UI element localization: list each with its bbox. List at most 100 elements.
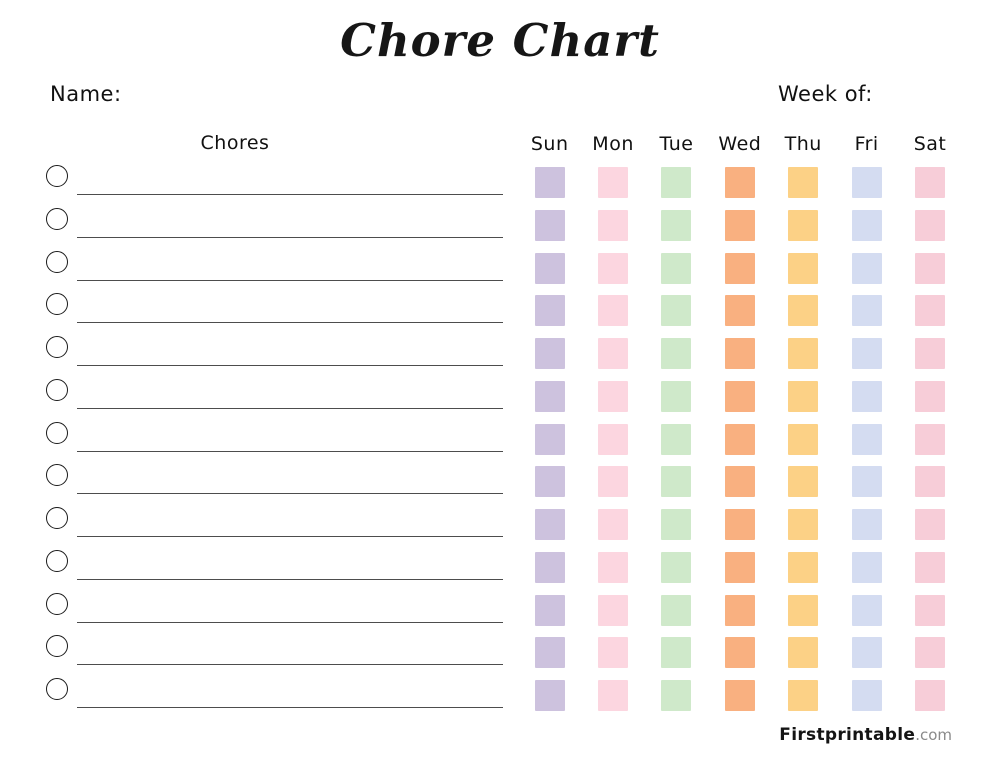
chore-checkbox-circle[interactable] [46, 421, 68, 444]
check-square-sat[interactable] [915, 637, 946, 669]
chore-checkbox-circle[interactable] [46, 592, 68, 615]
check-square-fri[interactable] [851, 423, 882, 455]
check-square-tue[interactable] [661, 594, 692, 626]
chore-checkbox-circle[interactable] [46, 635, 68, 658]
check-square-wed[interactable] [724, 380, 755, 412]
check-square-tue[interactable] [661, 466, 692, 498]
check-square-fri[interactable] [851, 509, 882, 540]
check-square-sat[interactable] [915, 295, 946, 327]
check-square-sat[interactable] [915, 252, 946, 284]
check-square-wed[interactable] [724, 423, 755, 455]
check-square-tue[interactable] [661, 680, 692, 711]
check-square-thu[interactable] [788, 509, 819, 540]
chore-write-in-line[interactable] [77, 279, 503, 281]
check-square-wed[interactable] [724, 594, 755, 626]
check-square-mon[interactable] [598, 466, 629, 498]
check-square-tue[interactable] [661, 380, 692, 412]
chore-write-in-line[interactable] [77, 407, 503, 409]
check-square-fri[interactable] [851, 167, 882, 198]
check-square-thu[interactable] [788, 295, 819, 327]
check-square-fri[interactable] [851, 252, 882, 284]
chore-checkbox-circle[interactable] [46, 378, 68, 401]
check-square-sun[interactable] [534, 509, 565, 540]
check-square-sun[interactable] [534, 637, 565, 669]
check-square-sun[interactable] [534, 295, 565, 327]
check-square-mon[interactable] [598, 252, 629, 284]
chore-write-in-line[interactable] [77, 536, 503, 537]
check-square-tue[interactable] [661, 295, 692, 327]
check-square-mon[interactable] [598, 167, 629, 198]
check-square-sat[interactable] [915, 167, 946, 198]
chore-write-in-line[interactable] [77, 236, 503, 238]
check-square-wed[interactable] [724, 466, 755, 498]
check-square-fri[interactable] [851, 637, 882, 669]
check-square-mon[interactable] [598, 551, 629, 583]
check-square-thu[interactable] [788, 252, 819, 284]
check-square-thu[interactable] [788, 594, 819, 626]
check-square-mon[interactable] [598, 380, 629, 412]
check-square-wed[interactable] [724, 252, 755, 284]
check-square-thu[interactable] [788, 167, 819, 198]
check-square-sat[interactable] [915, 380, 946, 412]
check-square-sun[interactable] [534, 466, 565, 498]
check-square-tue[interactable] [661, 551, 692, 583]
check-square-mon[interactable] [598, 637, 629, 669]
check-square-sun[interactable] [534, 209, 565, 241]
check-square-tue[interactable] [661, 637, 692, 669]
check-square-fri[interactable] [851, 380, 882, 412]
check-square-thu[interactable] [788, 466, 819, 498]
check-square-fri[interactable] [851, 295, 882, 327]
chore-checkbox-circle[interactable] [46, 336, 68, 358]
check-square-fri[interactable] [851, 551, 882, 583]
check-square-wed[interactable] [724, 680, 755, 711]
check-square-fri[interactable] [851, 338, 882, 369]
check-square-sun[interactable] [534, 551, 565, 583]
check-square-fri[interactable] [851, 680, 882, 711]
chore-checkbox-circle[interactable] [46, 207, 68, 230]
check-square-wed[interactable] [724, 509, 755, 540]
check-square-wed[interactable] [724, 295, 755, 327]
check-square-thu[interactable] [788, 551, 819, 583]
check-square-tue[interactable] [661, 252, 692, 284]
chore-checkbox-circle[interactable] [46, 250, 68, 273]
check-square-thu[interactable] [788, 423, 819, 455]
chore-write-in-line[interactable] [77, 578, 503, 580]
check-square-tue[interactable] [661, 167, 692, 198]
chore-write-in-line[interactable] [77, 621, 503, 623]
check-square-thu[interactable] [788, 637, 819, 669]
check-square-wed[interactable] [724, 209, 755, 241]
check-square-tue[interactable] [661, 509, 692, 540]
check-square-sun[interactable] [534, 167, 565, 198]
check-square-sat[interactable] [915, 551, 946, 583]
check-square-sun[interactable] [534, 680, 565, 711]
check-square-mon[interactable] [598, 423, 629, 455]
check-square-tue[interactable] [661, 209, 692, 241]
check-square-wed[interactable] [724, 637, 755, 669]
check-square-sat[interactable] [915, 209, 946, 241]
chore-checkbox-circle[interactable] [46, 507, 68, 529]
check-square-mon[interactable] [598, 295, 629, 327]
check-square-tue[interactable] [661, 423, 692, 455]
chore-write-in-line[interactable] [77, 450, 503, 452]
check-square-thu[interactable] [788, 209, 819, 241]
check-square-wed[interactable] [724, 338, 755, 369]
chore-checkbox-circle[interactable] [46, 464, 68, 487]
check-square-sat[interactable] [915, 466, 946, 498]
chore-write-in-line[interactable] [77, 707, 503, 708]
check-square-sat[interactable] [915, 423, 946, 455]
chore-write-in-line[interactable] [77, 365, 503, 366]
check-square-sat[interactable] [915, 338, 946, 369]
check-square-wed[interactable] [724, 551, 755, 583]
check-square-wed[interactable] [724, 167, 755, 198]
check-square-sun[interactable] [534, 423, 565, 455]
check-square-mon[interactable] [598, 509, 629, 540]
check-square-fri[interactable] [851, 594, 882, 626]
check-square-sun[interactable] [534, 380, 565, 412]
check-square-thu[interactable] [788, 338, 819, 369]
check-square-thu[interactable] [788, 680, 819, 711]
check-square-fri[interactable] [851, 466, 882, 498]
check-square-sun[interactable] [534, 252, 565, 284]
check-square-sat[interactable] [915, 594, 946, 626]
chore-checkbox-circle[interactable] [46, 549, 68, 572]
check-square-tue[interactable] [661, 338, 692, 369]
